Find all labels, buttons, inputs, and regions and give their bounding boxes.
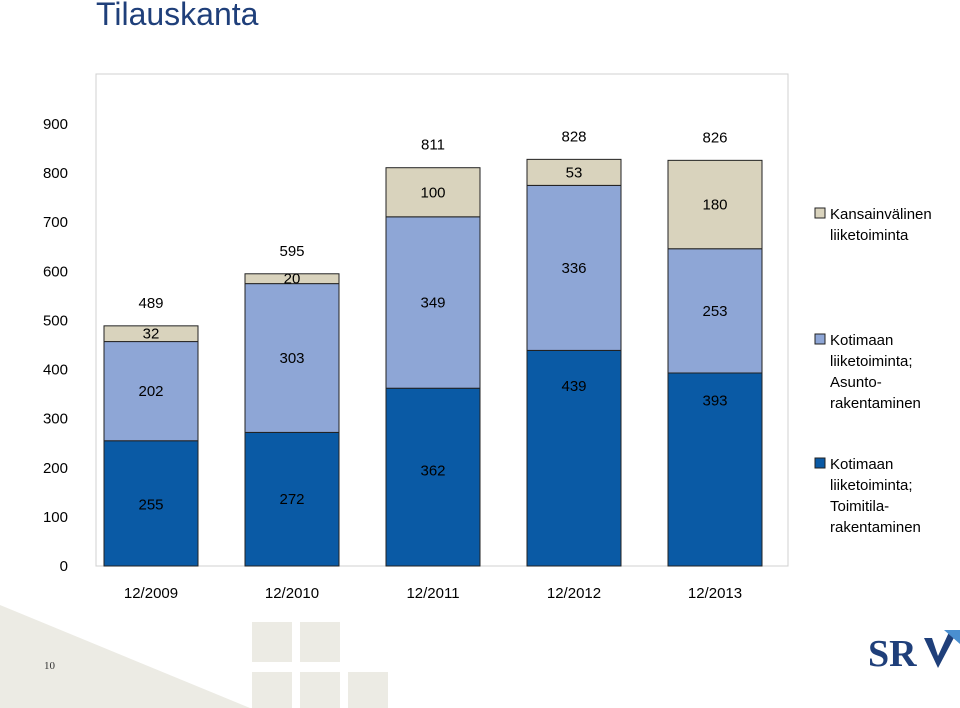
bar-segment [244, 283, 340, 433]
decor-square [252, 622, 292, 662]
legend-label: Kotimaan [830, 332, 893, 349]
data-label: 20 [284, 271, 301, 288]
y-tick-label: 300 [43, 411, 68, 428]
data-label: 336 [561, 260, 586, 277]
bar-segment [103, 325, 199, 343]
bar-segment [244, 431, 340, 567]
y-tick-label: 0 [60, 558, 68, 575]
bar-segment [103, 440, 199, 567]
data-label: 272 [279, 491, 304, 508]
x-tick-label: 12/2012 [547, 585, 601, 602]
bar-segment [385, 167, 481, 218]
data-label: 32 [143, 326, 160, 343]
legend-label: liiketoiminta; [830, 477, 913, 494]
data-label: 393 [702, 393, 727, 410]
legend-label: liiketoiminta; [830, 353, 913, 370]
data-label: 180 [702, 197, 727, 214]
y-tick-label: 700 [43, 214, 68, 231]
y-tick-label: 600 [43, 263, 68, 280]
srv-logo-v-icon [924, 630, 958, 668]
page-number: 10 [44, 660, 55, 672]
legend-label: Kansainvälinen [830, 206, 932, 223]
legend-label: Toimitila- [830, 498, 889, 515]
y-tick-label: 800 [43, 165, 68, 182]
legend: Kansainvälinen liiketoiminta Kotimaan liike… [814, 206, 932, 536]
srv-logo: SR [868, 630, 960, 672]
bar-segment [667, 248, 763, 374]
decorative-squares [0, 605, 388, 708]
total-label: 489 [138, 295, 163, 312]
srv-logo-text: SR [868, 633, 917, 672]
legend-swatch [814, 333, 826, 345]
page-title: Tilauskanta [96, 0, 259, 32]
data-label: 362 [420, 462, 445, 479]
x-axis-ticks: 12/2009 12/2010 12/2011 12/2012 12/2013 [124, 585, 742, 602]
x-tick-label: 12/2011 [406, 585, 459, 602]
total-label: 826 [702, 129, 727, 146]
bar-segment [385, 216, 481, 389]
total-label: 595 [279, 243, 304, 260]
bar-segment [526, 184, 622, 351]
data-label: 349 [420, 295, 445, 312]
legend-label: rakentaminen [830, 519, 921, 536]
bars: 255 202 32 489 272 303 20 595 362 349 100 811 439 336… [103, 128, 763, 567]
data-label: 255 [138, 497, 163, 514]
decor-square [348, 672, 388, 708]
legend-label: Kotimaan [830, 456, 893, 473]
legend-swatch [814, 207, 826, 219]
bar-segment [526, 349, 622, 567]
srv-logo-accent-icon [944, 630, 960, 644]
decor-square [300, 622, 340, 662]
bar-segment [526, 158, 622, 186]
x-tick-label: 12/2013 [688, 585, 742, 602]
decor-square [252, 672, 292, 708]
total-label: 828 [561, 128, 586, 145]
legend-swatch [814, 457, 826, 469]
y-tick-label: 400 [43, 362, 68, 379]
y-tick-label: 200 [43, 460, 68, 477]
bar-segment [667, 159, 763, 250]
y-axis-ticks: 0 100 200 300 400 500 600 700 800 900 [43, 116, 68, 575]
data-label: 439 [561, 378, 586, 395]
data-label: 202 [138, 383, 163, 400]
decor-square [300, 672, 340, 708]
x-tick-label: 12/2010 [265, 585, 319, 602]
legend-label: Asunto- [830, 374, 882, 391]
bar-segment [385, 387, 481, 567]
decor-wedge [0, 605, 250, 708]
data-label: 303 [279, 350, 304, 367]
bar-segment [244, 273, 340, 285]
y-tick-label: 500 [43, 312, 68, 329]
x-tick-label: 12/2009 [124, 585, 178, 602]
legend-label: rakentaminen [830, 395, 921, 412]
y-tick-label: 900 [43, 116, 68, 133]
data-label: 253 [702, 303, 727, 320]
y-tick-label: 100 [43, 509, 68, 526]
total-label: 811 [421, 137, 445, 154]
data-label: 100 [420, 184, 445, 201]
data-label: 53 [566, 164, 583, 181]
legend-label: liiketoiminta [830, 227, 909, 244]
